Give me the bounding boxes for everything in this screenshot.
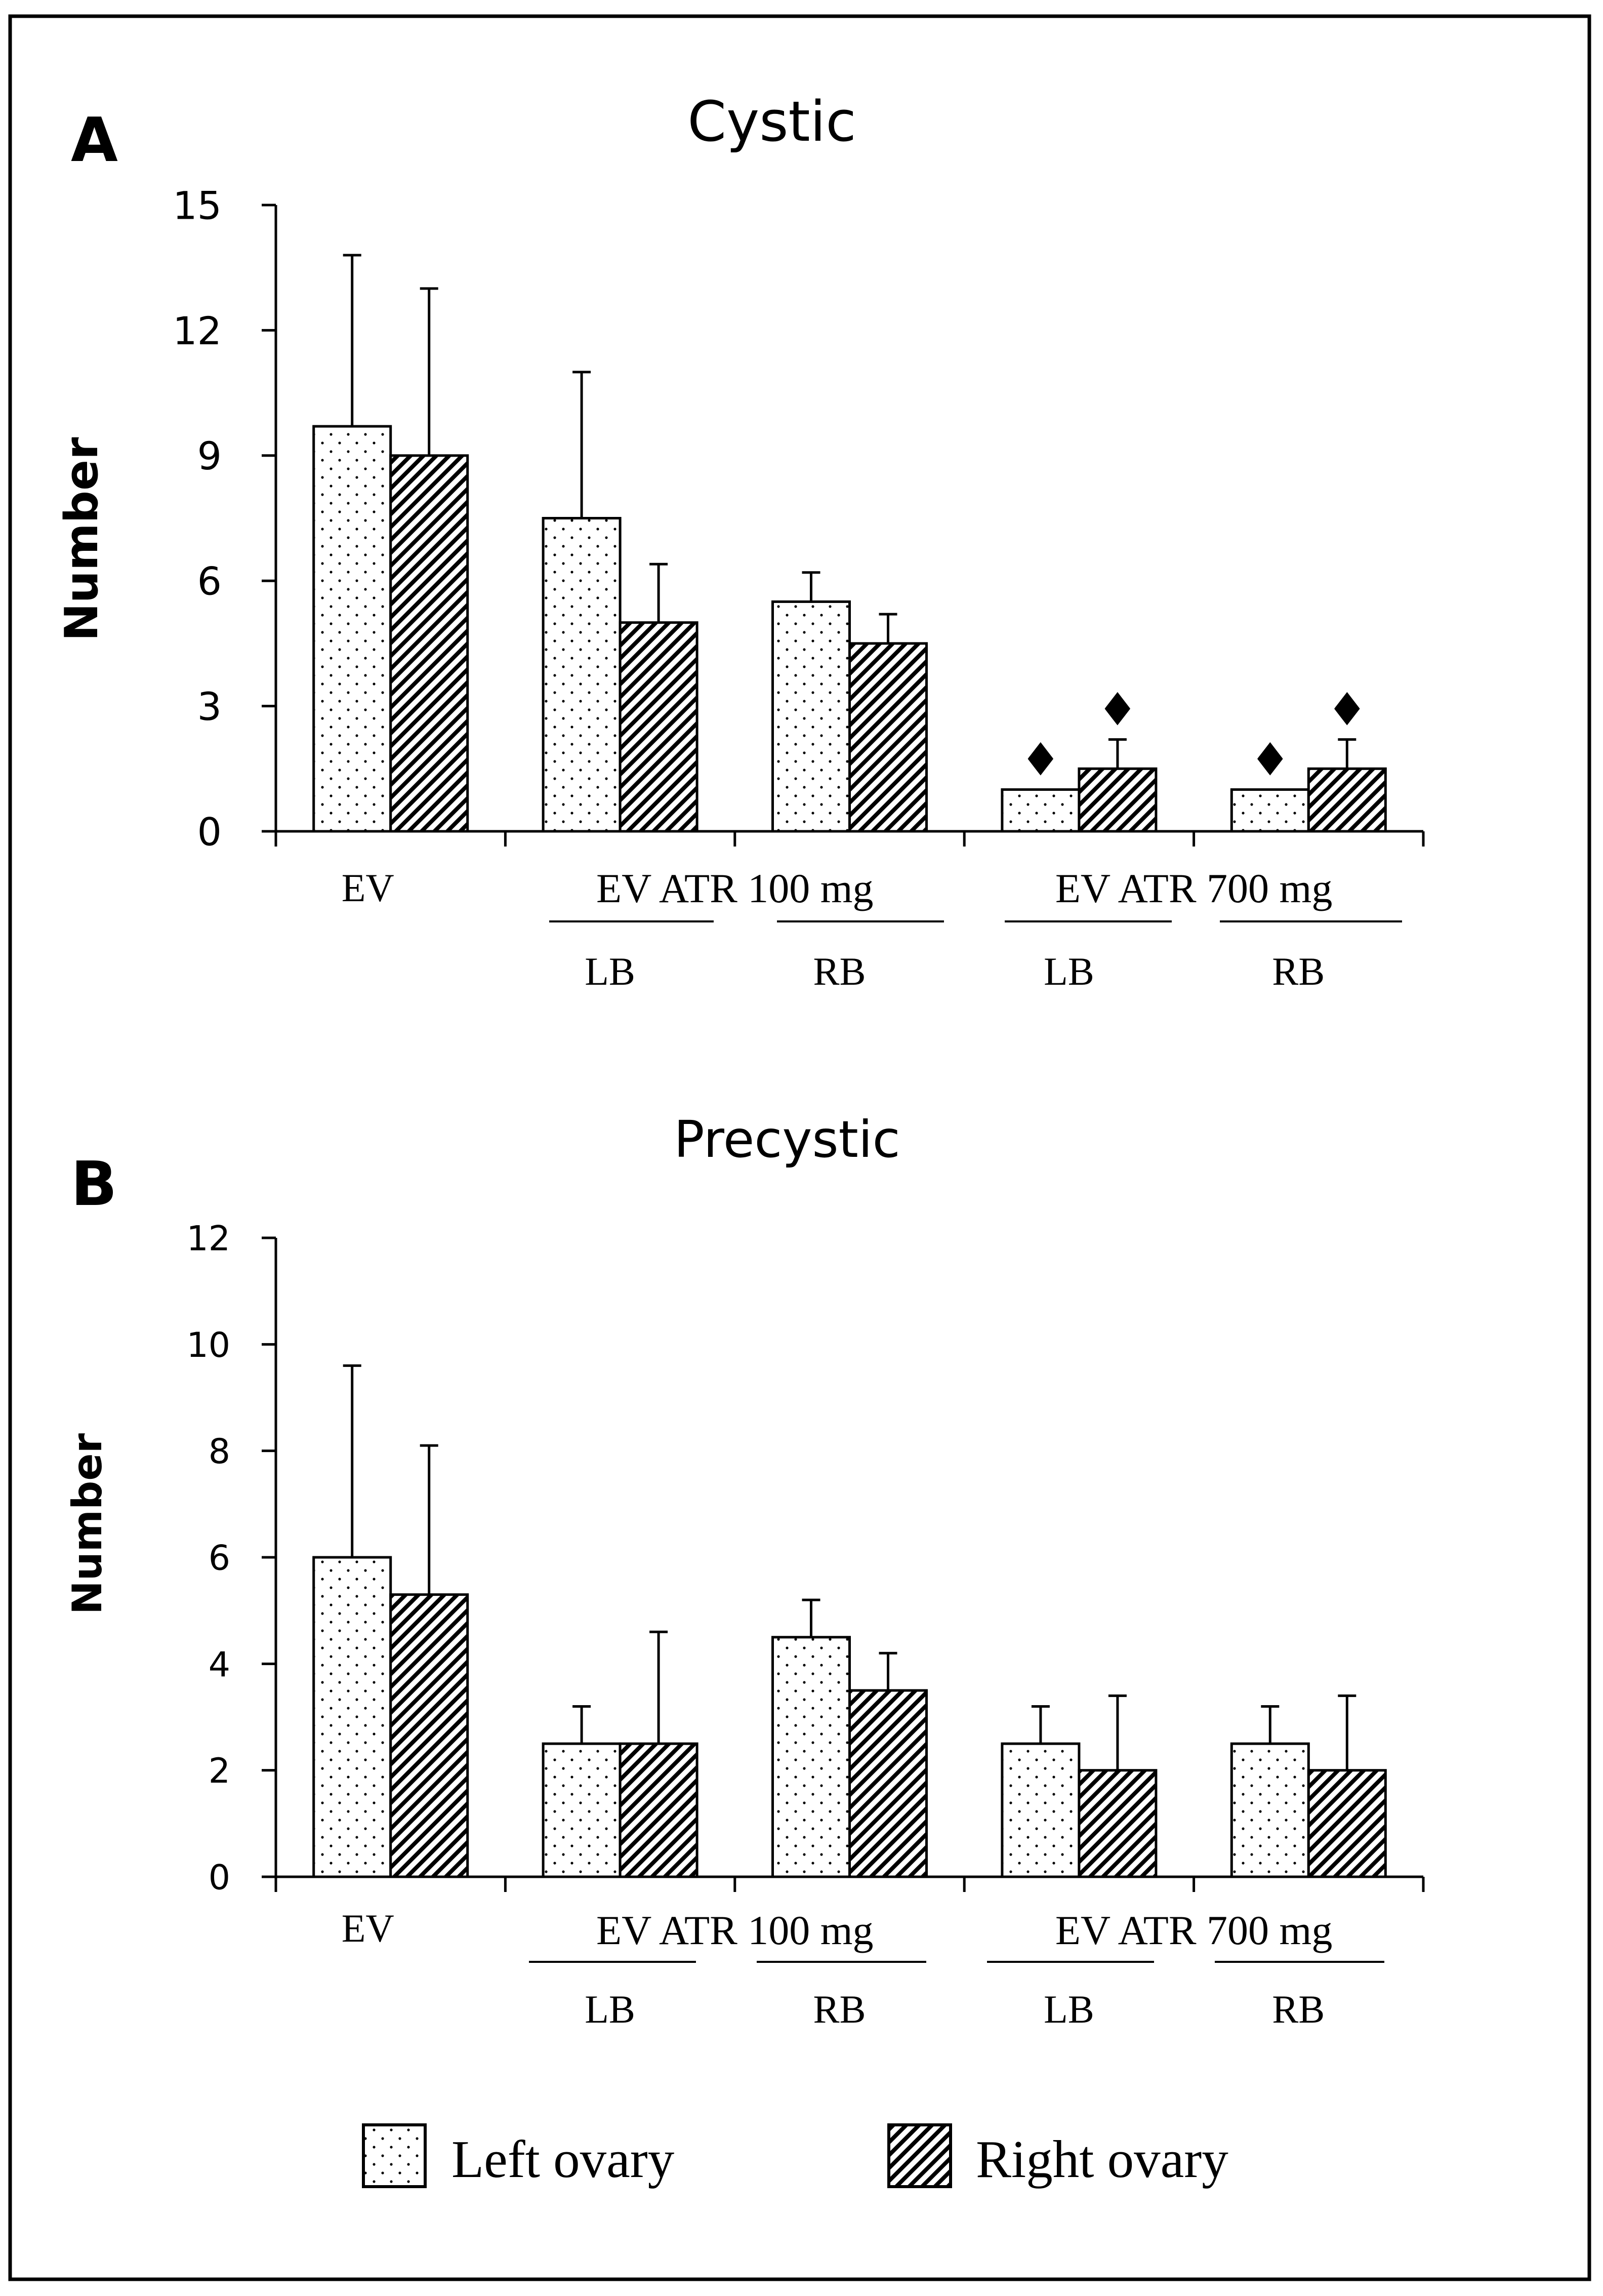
panel-a-chart: A Cystic Number 0 3 6 9 12 15 ♦ ♦ ♦ ♦ EV ATR 100 m… <box>55 89 1425 993</box>
bar-right-ovary <box>1078 767 1158 833</box>
y-tick-label: 15 <box>173 183 222 228</box>
x-category-label: RB <box>813 1987 866 2031</box>
y-tick-label: 6 <box>209 1538 230 1578</box>
y-tick-label: 8 <box>209 1432 230 1472</box>
bar-left-ovary <box>1230 788 1310 833</box>
figure-frame <box>8 14 1591 2281</box>
bar-right-ovary <box>1307 1769 1387 1878</box>
bar-right-ovary <box>1307 767 1387 833</box>
bar-left-ovary <box>1001 1742 1081 1878</box>
x-category-label: LB <box>585 1987 635 2031</box>
y-tick-label: 12 <box>173 308 222 353</box>
x-category-label: EV <box>342 1906 394 1950</box>
bar-right-ovary <box>848 642 928 833</box>
x-category-label: RB <box>1272 1987 1325 2031</box>
bar-left-ovary <box>1001 788 1081 833</box>
bar-left-ovary <box>542 517 622 833</box>
y-tick-label: 4 <box>209 1645 230 1685</box>
group-label: EV ATR 700 mg <box>1055 865 1333 911</box>
group-label: EV ATR 700 mg <box>1055 1907 1333 1953</box>
legend-right-swatch <box>887 2123 952 2188</box>
bar-left-ovary <box>771 1636 851 1878</box>
bar-left-ovary <box>771 600 851 833</box>
panel-b-title: Precystic <box>674 1110 900 1169</box>
bar-left-ovary <box>542 1742 622 1878</box>
significance-marker: ♦ <box>1097 683 1138 737</box>
group-label: EV ATR 100 mg <box>596 1907 874 1953</box>
legend-right-label: Right ovary <box>976 2129 1228 2189</box>
y-tick-label: 9 <box>197 433 222 478</box>
y-tick-label: 0 <box>197 809 222 854</box>
x-category-label: LB <box>1044 949 1094 993</box>
bar-right-ovary <box>389 1593 469 1878</box>
significance-marker: ♦ <box>1327 683 1368 737</box>
legend: Left ovary Right ovary <box>362 2123 1228 2189</box>
bar-right-ovary <box>1078 1769 1158 1878</box>
legend-left-label: Left ovary <box>451 2129 675 2189</box>
panel-a-ylabel: Number <box>55 437 108 641</box>
bar-left-ovary <box>312 425 392 833</box>
bar-right-ovary <box>619 1742 698 1878</box>
panel-b-chart: B Precystic Number 0 2 4 6 8 10 12 EV ATR 100 m… <box>64 1110 1425 2031</box>
significance-marker: ♦ <box>1020 734 1061 787</box>
panel-a-letter: A <box>71 105 118 176</box>
x-category-label: EV <box>342 866 394 910</box>
bar-left-ovary <box>1230 1742 1310 1878</box>
y-tick-label: 10 <box>186 1325 230 1365</box>
x-category-label: LB <box>1044 1987 1094 2031</box>
bar-right-ovary <box>848 1689 928 1878</box>
group-label: EV ATR 100 mg <box>596 865 874 911</box>
x-category-label: LB <box>585 949 635 993</box>
y-tick-label: 0 <box>209 1858 230 1898</box>
legend-left-swatch <box>362 2123 427 2188</box>
panel-a-title: Cystic <box>687 89 856 154</box>
x-category-label: RB <box>813 949 866 993</box>
panel-b-letter: B <box>71 1149 117 1220</box>
y-tick-label: 6 <box>197 559 222 604</box>
bar-right-ovary <box>389 454 469 833</box>
bar-right-ovary <box>619 621 698 833</box>
y-tick-label: 2 <box>209 1751 230 1791</box>
panel-b-ylabel: Number <box>64 1433 111 1615</box>
significance-marker: ♦ <box>1250 734 1291 787</box>
y-tick-label: 12 <box>186 1219 230 1259</box>
y-tick-label: 3 <box>197 684 222 729</box>
bar-left-ovary <box>312 1556 392 1878</box>
x-category-label: RB <box>1272 949 1325 993</box>
